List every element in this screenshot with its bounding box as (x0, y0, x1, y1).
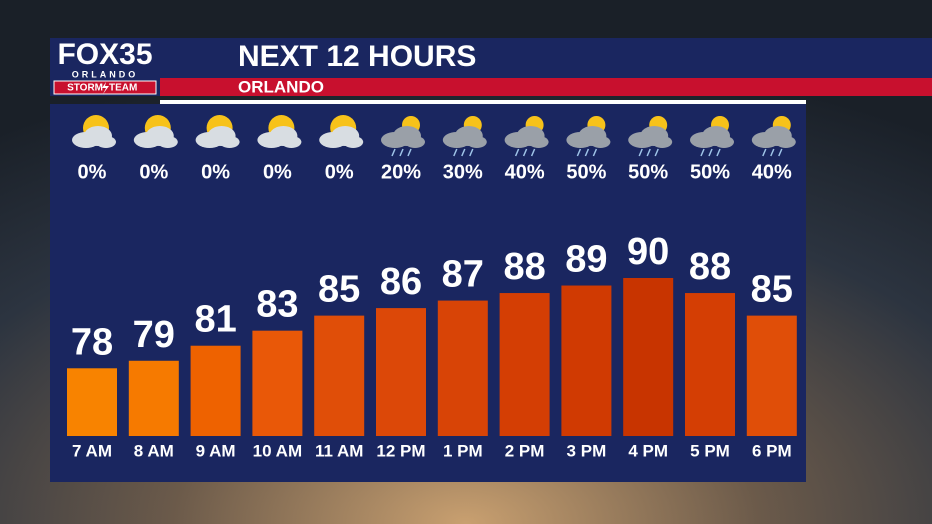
chart-title: NEXT 12 HOURS (238, 40, 476, 73)
value-label: 85 (318, 269, 360, 311)
x-tick-label: 1 PM (443, 441, 483, 460)
precip-label: 50% (690, 161, 730, 183)
bar (376, 308, 426, 436)
precip-label: 50% (566, 161, 606, 183)
cloud (714, 136, 734, 148)
precip-label: 20% (381, 161, 421, 183)
rain (453, 148, 458, 157)
x-tick-label: 8 AM (134, 441, 174, 460)
rain (530, 148, 536, 157)
cloud (281, 136, 302, 148)
bar (499, 293, 550, 436)
rain (514, 148, 520, 157)
rain (584, 148, 590, 157)
bar (685, 293, 735, 436)
logo-team: STORM (67, 83, 103, 94)
cloud (466, 136, 487, 148)
precip-label: 0% (201, 161, 230, 183)
cloud (775, 136, 796, 148)
bar (746, 315, 797, 436)
rain (461, 148, 466, 157)
rain (708, 148, 713, 157)
cloud (528, 136, 549, 148)
rain (592, 148, 598, 157)
value-label: 83 (256, 284, 298, 326)
x-tick-label: 10 AM (253, 441, 302, 460)
cloud (590, 136, 611, 148)
precip-label: 0% (78, 161, 107, 183)
subtitle-bar (160, 78, 932, 96)
cloud (343, 136, 364, 148)
bar (623, 278, 674, 436)
x-tick-label: 2 PM (505, 441, 545, 460)
rain (646, 148, 651, 157)
divider (160, 100, 806, 104)
value-label: 81 (194, 299, 236, 341)
value-label: 86 (380, 261, 422, 303)
bar (67, 368, 117, 436)
value-label: 88 (503, 246, 545, 288)
bar (437, 300, 488, 436)
cloud (157, 136, 178, 148)
value-label: 90 (627, 231, 669, 273)
logo-city: ORLANDO (72, 69, 139, 79)
precip-label: 40% (505, 161, 545, 183)
value-label: 88 (689, 246, 731, 288)
rain (576, 148, 582, 157)
precip-label: 40% (752, 161, 792, 183)
header-bar (50, 38, 932, 78)
logo-team: TEAM (109, 83, 137, 94)
rain (654, 148, 659, 157)
value-label: 87 (442, 254, 484, 296)
x-tick-label: 9 AM (196, 441, 236, 460)
rain (399, 148, 404, 157)
x-tick-label: 6 PM (752, 441, 792, 460)
rain (469, 148, 474, 157)
rain (770, 148, 775, 157)
logo-bolt (102, 82, 109, 94)
bar (128, 360, 179, 436)
cloud (219, 136, 240, 148)
bar (252, 330, 303, 436)
rain (522, 148, 528, 157)
value-label: 85 (751, 269, 793, 311)
cloud (96, 136, 116, 148)
logo-brand: FOX35 (57, 38, 152, 71)
value-label: 89 (565, 239, 607, 281)
x-tick-label: 11 AM (315, 441, 364, 460)
rain (391, 148, 396, 157)
rain (407, 148, 412, 157)
cloud (405, 136, 425, 148)
value-label: 78 (71, 321, 113, 363)
rain (638, 148, 643, 157)
x-tick-label: 12 PM (376, 441, 425, 460)
chart-subtitle: ORLANDO (238, 77, 324, 96)
x-tick-label: 5 PM (690, 441, 730, 460)
precip-label: 50% (628, 161, 668, 183)
rain (778, 148, 783, 157)
bar (314, 315, 365, 436)
bar (190, 345, 241, 436)
rain (700, 148, 705, 157)
precip-label: 0% (263, 161, 292, 183)
x-tick-label: 4 PM (628, 441, 668, 460)
value-label: 79 (133, 314, 175, 356)
precip-label: 30% (443, 161, 483, 183)
cloud (652, 136, 673, 148)
x-tick-label: 3 PM (567, 441, 607, 460)
rain (716, 148, 721, 157)
bar (561, 285, 612, 436)
x-tick-label: 7 AM (72, 441, 112, 460)
rain (762, 148, 767, 157)
precip-label: 0% (325, 161, 354, 183)
precip-label: 0% (139, 161, 168, 183)
